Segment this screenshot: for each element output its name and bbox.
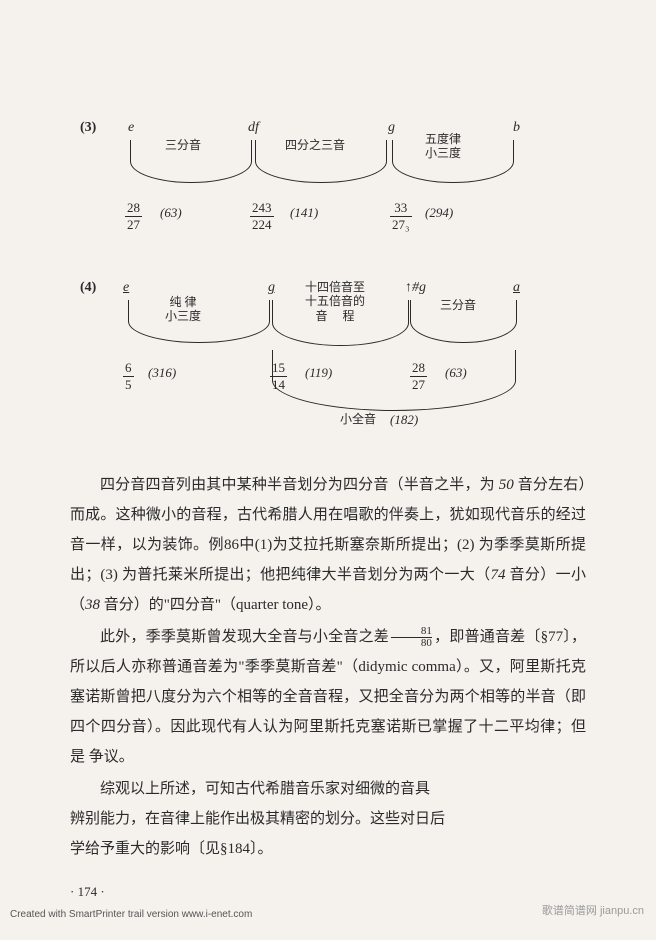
diagram3-int-label-0: 三分音: [165, 138, 201, 152]
diagram4-int-label-0: 纯 律 小三度: [165, 295, 201, 324]
diagram4-note-3: a: [513, 280, 520, 296]
diagram3-int-label-1: 四分之三音: [285, 138, 345, 152]
diagram3-cents-1: (141): [290, 205, 318, 221]
paragraph-2: 此外，季季莫斯曾发现大全音与小全音之差8180，即普通音差〔§77〕，所以后人亦…: [70, 622, 586, 772]
inline-fraction: 8180: [391, 626, 432, 649]
diagram4-note-1: g: [268, 280, 275, 296]
diagram4-note-2: ↑#g: [405, 280, 426, 296]
footer-text: Created with SmartPrinter trail version …: [10, 909, 252, 920]
diagram3-cents-2: (294): [425, 205, 453, 221]
diagram3-note-1: df: [248, 120, 259, 136]
diagram4-lower-label: 小全音: [340, 412, 376, 426]
diagram3-index: (3): [80, 120, 96, 136]
diagram4-lower-cents: (182): [390, 412, 418, 428]
diagram4-lower-arc: [272, 350, 516, 411]
diagram3-int-label-2: 五度律 小三度: [425, 132, 461, 161]
diagram3-cents-0: (63): [160, 205, 182, 221]
page-number: · 174 ·: [70, 884, 586, 900]
diagram-4: (4) e g ↑#g a 纯 律 小三度 十四倍音至 十五倍音的 音 程 三分…: [70, 280, 586, 440]
diagram3-note-0: e: [128, 120, 134, 136]
watermark: 歌谱简谱网 jianpu.cn: [542, 902, 644, 918]
diagram4-note-0: e: [123, 280, 129, 296]
diagram3-ratio-0: 28 27: [125, 200, 142, 233]
diagram4-ratio-0: 6 5: [123, 360, 134, 393]
body-text: 四分音四音列由其中某种半音划分为四分音（半音之半，为 50 音分左右）而成。这种…: [70, 470, 586, 864]
diagram3-ratio-1: 243 224: [250, 200, 274, 233]
paragraph-3: 综观以上所述，可知古代希腊音乐家对细微的音具 辨别能力，在音律上能作出极其精密的…: [70, 774, 586, 864]
diagram4-index: (4): [80, 280, 96, 296]
diagram3-ratio-2: 33 27₃: [390, 200, 412, 233]
diagram4-int-label-1: 十四倍音至 十五倍音的 音 程: [305, 280, 365, 323]
diagram3-note-2: g: [388, 120, 395, 136]
paragraph-1: 四分音四音列由其中某种半音划分为四分音（半音之半，为 50 音分左右）而成。这种…: [70, 470, 586, 620]
diagram3-note-3: b: [513, 120, 520, 136]
diagram4-cents-0: (316): [148, 365, 176, 381]
diagram4-int-label-2: 三分音: [440, 298, 476, 312]
diagram-3: (3) e df g b 三分音 四分之三音 五度律 小三度 28 27 (63…: [70, 120, 586, 250]
